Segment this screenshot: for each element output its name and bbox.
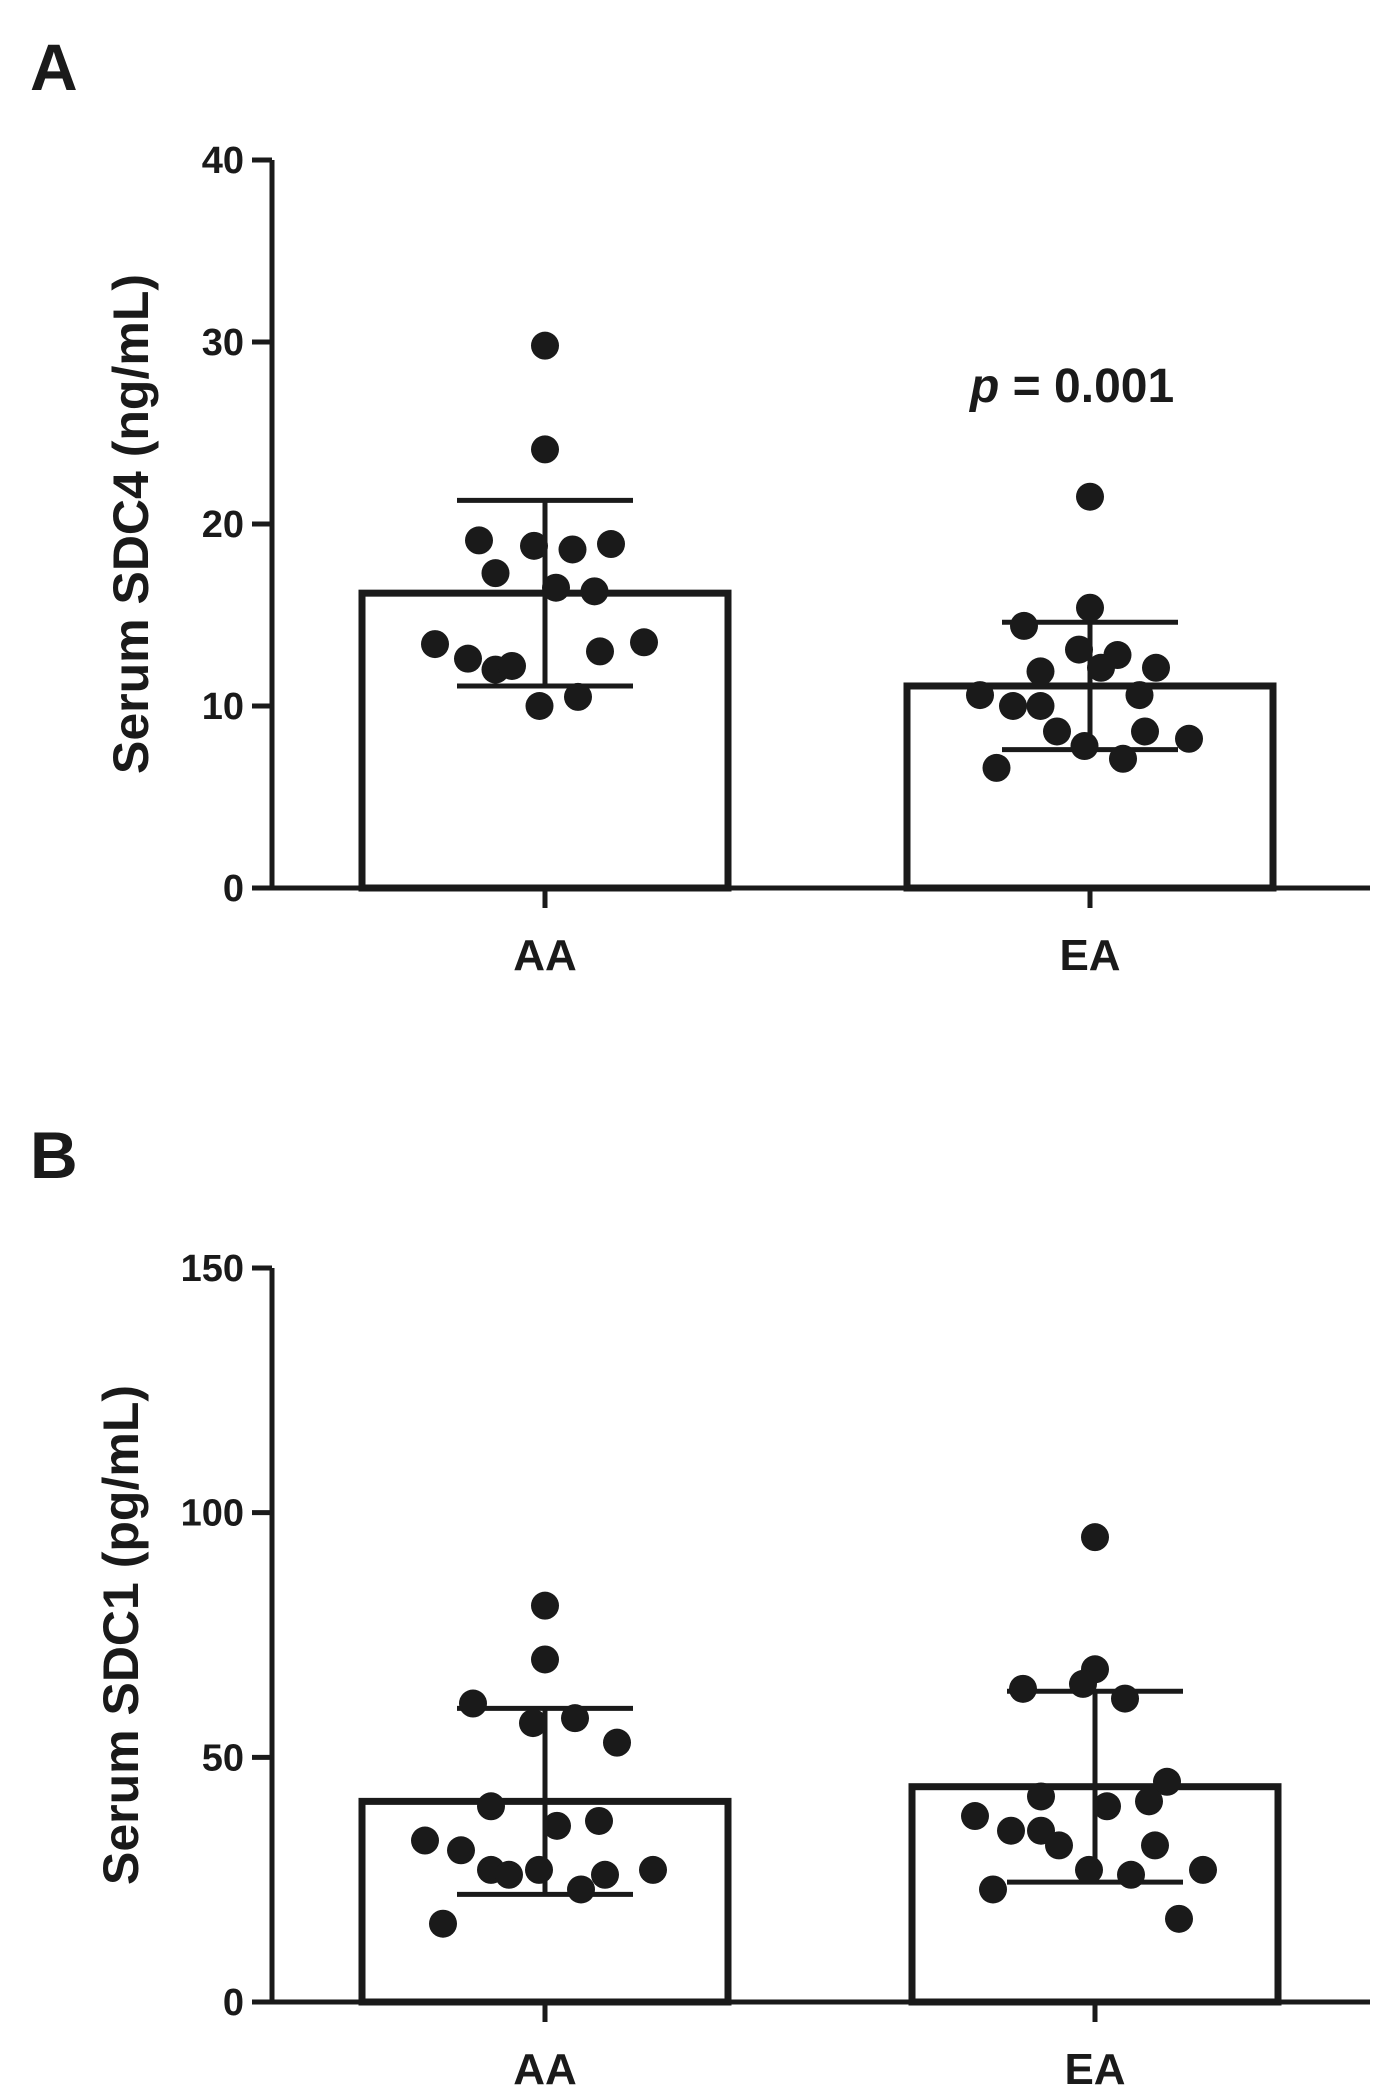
- data-point: [961, 1802, 989, 1831]
- data-point: [1165, 1904, 1193, 1933]
- data-point: [564, 682, 592, 711]
- data-point: [447, 1836, 475, 1865]
- data-point: [999, 692, 1027, 720]
- panel-b: B 0 50 100 150 Serum SDC1 (pg/mL) AA EA: [30, 1118, 1370, 2094]
- data-point: [454, 644, 482, 673]
- data-point: [586, 637, 614, 666]
- x-category-label: AA: [513, 931, 577, 980]
- data-point: [525, 1855, 553, 1884]
- data-point: [1043, 717, 1071, 746]
- data-point: [1027, 1782, 1055, 1811]
- data-point: [1045, 1831, 1073, 1860]
- data-point: [520, 531, 548, 560]
- y-tick-label: 150: [181, 1248, 244, 1290]
- y-tick-label: 50: [202, 1737, 244, 1779]
- data-point: [1131, 717, 1159, 746]
- data-point: [1010, 611, 1038, 640]
- data-point: [411, 1826, 439, 1855]
- data-point: [1141, 1831, 1169, 1860]
- panel-label-a: A: [30, 30, 78, 104]
- data-point: [1125, 681, 1154, 710]
- data-point: [1135, 1787, 1163, 1816]
- y-tick-label: 30: [202, 322, 244, 364]
- data-point: [639, 1855, 667, 1884]
- data-point: [597, 530, 625, 559]
- data-point: [1076, 593, 1104, 622]
- data-point: [966, 681, 994, 710]
- data-point: [603, 1728, 631, 1757]
- data-point: [1093, 1792, 1121, 1821]
- data-point: [580, 577, 609, 606]
- data-point: [1026, 657, 1055, 686]
- p-value-annotation: p = 0.001: [968, 360, 1174, 413]
- x-category-label: EA: [1064, 2045, 1125, 2094]
- data-point: [429, 1909, 457, 1938]
- x-category-label: AA: [513, 2045, 577, 2094]
- y-tick-label: 10: [202, 686, 244, 728]
- data-point: [542, 573, 570, 602]
- y-tick-label: 100: [181, 1493, 244, 1535]
- panel-a: A 0 10 20 30 40 Serum SDC4 (ng/mL) AA EA p = 0.00…: [30, 30, 1370, 980]
- data-point: [585, 1806, 613, 1835]
- data-point: [979, 1875, 1007, 1904]
- data-point: [1070, 732, 1099, 761]
- data-point: [1026, 692, 1055, 720]
- data-point: [481, 559, 510, 588]
- data-point: [531, 331, 559, 360]
- data-point: [465, 526, 493, 555]
- data-point: [561, 1704, 589, 1733]
- y-axis-title: Serum SDC4 (ng/mL): [103, 274, 159, 774]
- data-point: [997, 1816, 1025, 1845]
- data-point: [525, 692, 554, 720]
- data-point: [495, 1860, 523, 1889]
- p-value-text: = 0.001: [999, 360, 1174, 413]
- data-point: [982, 753, 1011, 782]
- y-tick-label: 20: [202, 504, 244, 546]
- data-point: [531, 435, 559, 464]
- data-point: [498, 651, 526, 680]
- y-tick-label: 40: [202, 140, 244, 182]
- data-point: [558, 535, 587, 564]
- x-category-label: EA: [1059, 931, 1120, 980]
- panel-label-b: B: [30, 1118, 78, 1192]
- data-point: [421, 630, 449, 659]
- data-point: [1065, 635, 1093, 664]
- data-point: [519, 1709, 547, 1738]
- data-point: [543, 1811, 571, 1840]
- data-point: [1087, 653, 1115, 682]
- data-point: [531, 1645, 559, 1674]
- data-point: [1076, 482, 1104, 511]
- data-point: [1189, 1855, 1217, 1884]
- data-point: [1081, 1523, 1109, 1552]
- y-tick-label: 0: [223, 1982, 244, 2024]
- data-point: [1142, 653, 1170, 682]
- data-point: [630, 628, 658, 657]
- y-axis-title: Serum SDC1 (pg/mL): [93, 1385, 149, 1885]
- data-point: [567, 1875, 595, 1904]
- data-point: [1175, 724, 1203, 753]
- data-point: [591, 1860, 619, 1889]
- data-point: [531, 1591, 559, 1620]
- p-value-symbol: p: [968, 360, 999, 413]
- data-point: [477, 1792, 505, 1821]
- data-point: [459, 1689, 487, 1718]
- y-tick-label: 0: [223, 868, 244, 910]
- data-point: [1153, 1767, 1181, 1796]
